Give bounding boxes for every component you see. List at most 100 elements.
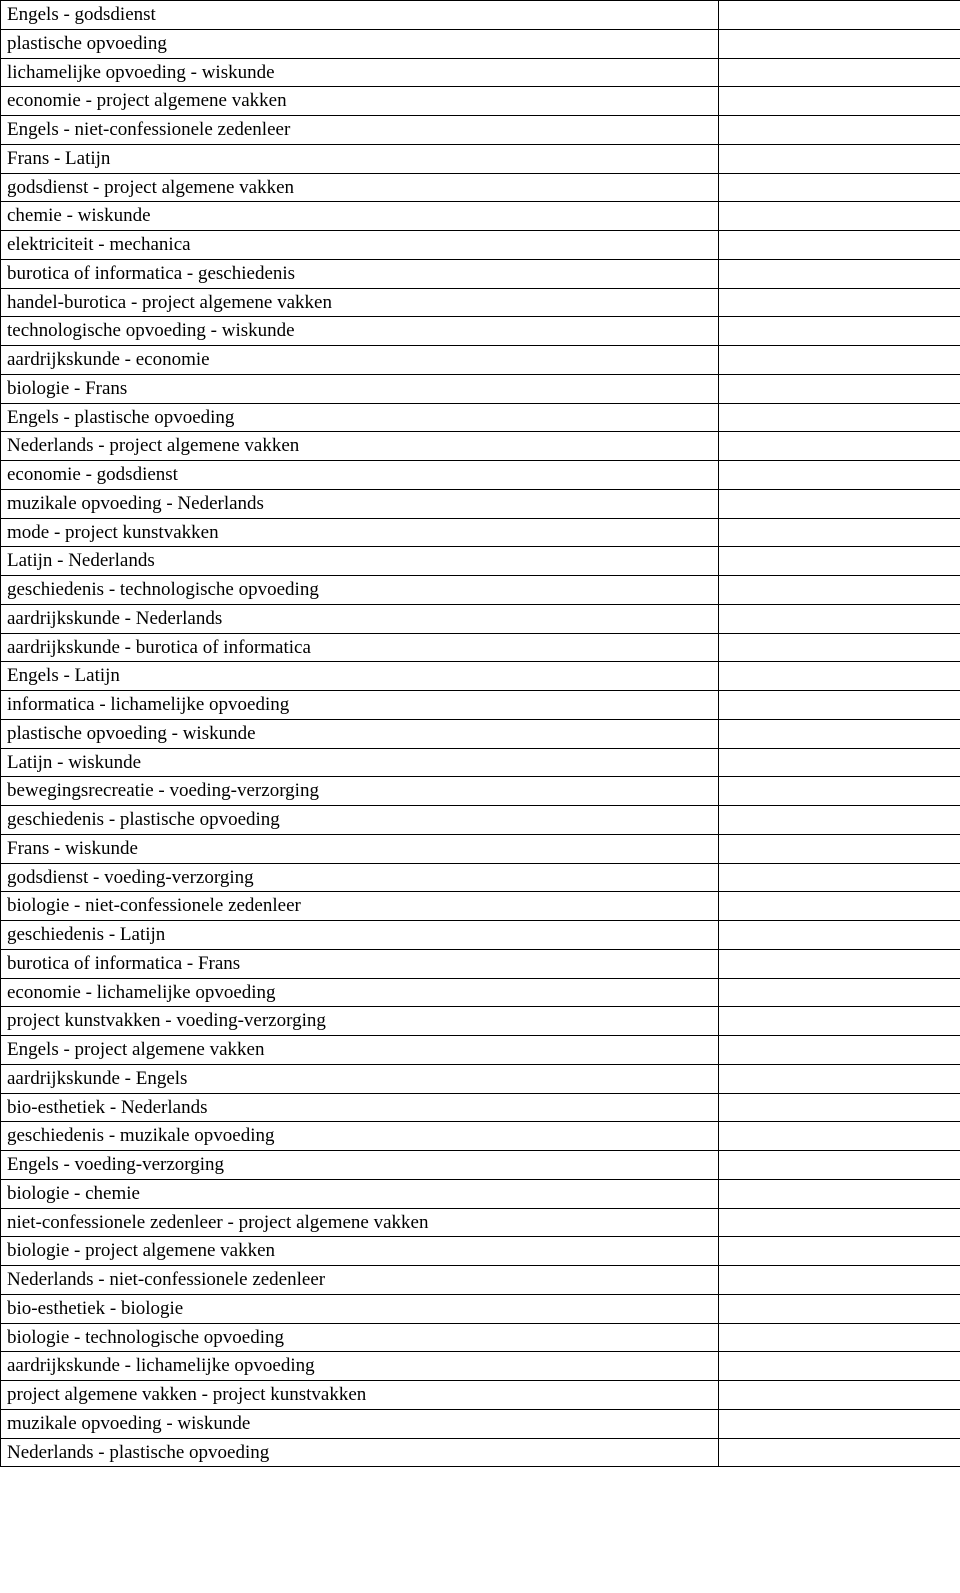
table-row: economie - project algemene vakken9 <box>1 87 960 116</box>
row-value: 4 <box>719 1294 960 1323</box>
table-row: godsdienst - project algemene vakken9 <box>1 173 960 202</box>
row-value: 8 <box>719 288 960 317</box>
row-value: 5 <box>719 1093 960 1122</box>
table-row: Frans - Latijn9 <box>1 144 960 173</box>
row-value: 4 <box>719 1438 960 1467</box>
row-label: Engels - Latijn <box>1 662 719 691</box>
table-row: Latijn - wiskunde6 <box>1 748 960 777</box>
row-value: 9 <box>719 144 960 173</box>
row-value: 9 <box>719 173 960 202</box>
table-row: aardrijkskunde - Engels5 <box>1 1064 960 1093</box>
row-label: elektriciteit - mechanica <box>1 231 719 260</box>
table-row: economie - lichamelijke opvoeding5 <box>1 978 960 1007</box>
row-value: 5 <box>719 892 960 921</box>
row-label: informatica - lichamelijke opvoeding <box>1 691 719 720</box>
table-row: plastische opvoeding10 <box>1 29 960 58</box>
table-row: Nederlands - plastische opvoeding4 <box>1 1438 960 1467</box>
table-row: biologie - niet-confessionele zedenleer5 <box>1 892 960 921</box>
table-row: Nederlands - project algemene vakken7 <box>1 432 960 461</box>
table-row: geschiedenis - muzikale opvoeding4 <box>1 1122 960 1151</box>
row-label: Latijn - wiskunde <box>1 748 719 777</box>
table-row: mode - project kunstvakken7 <box>1 518 960 547</box>
row-value: 5 <box>719 921 960 950</box>
row-label: Engels - niet-confessionele zedenleer <box>1 116 719 145</box>
table-row: economie - godsdienst7 <box>1 461 960 490</box>
table-row: biologie - technologische opvoeding4 <box>1 1323 960 1352</box>
row-value: 4 <box>719 1266 960 1295</box>
table-row: Engels - project algemene vakken5 <box>1 1036 960 1065</box>
table-row: bewegingsrecreatie - voeding-verzorging5 <box>1 777 960 806</box>
row-value: 6 <box>719 719 960 748</box>
row-value: 9 <box>719 116 960 145</box>
row-value: 7 <box>719 432 960 461</box>
row-label: biologie - technologische opvoeding <box>1 1323 719 1352</box>
row-label: aardrijkskunde - lichamelijke opvoeding <box>1 1352 719 1381</box>
row-label: biologie - Frans <box>1 374 719 403</box>
row-label: bio-esthetiek - biologie <box>1 1294 719 1323</box>
table-row: Nederlands - niet-confessionele zedenlee… <box>1 1266 960 1295</box>
row-label: Engels - voeding-verzorging <box>1 1151 719 1180</box>
row-value: 4 <box>719 1323 960 1352</box>
row-value: 8 <box>719 231 960 260</box>
row-value: 4 <box>719 1122 960 1151</box>
row-label: Nederlands - project algemene vakken <box>1 432 719 461</box>
row-label: burotica of informatica - Frans <box>1 949 719 978</box>
row-label: geschiedenis - plastische opvoeding <box>1 806 719 835</box>
table-row: biologie - chemie4 <box>1 1179 960 1208</box>
table-row: bio-esthetiek - Nederlands5 <box>1 1093 960 1122</box>
table-row: project algemene vakken - project kunstv… <box>1 1381 960 1410</box>
row-value: 7 <box>719 374 960 403</box>
table-row: Engels - godsdienst10 <box>1 1 960 30</box>
row-label: niet-confessionele zedenleer - project a… <box>1 1208 719 1237</box>
table-row: geschiedenis - Latijn5 <box>1 921 960 950</box>
table-row: aardrijkskunde - economie7 <box>1 346 960 375</box>
table-row: aardrijkskunde - burotica of informatica… <box>1 633 960 662</box>
row-value: 5 <box>719 978 960 1007</box>
row-label: handel-burotica - project algemene vakke… <box>1 288 719 317</box>
table-row: bio-esthetiek - biologie4 <box>1 1294 960 1323</box>
table-row: Engels - Latijn6 <box>1 662 960 691</box>
row-value: 4 <box>719 1352 960 1381</box>
row-label: aardrijkskunde - Nederlands <box>1 604 719 633</box>
row-label: project kunstvakken - voeding-verzorging <box>1 1007 719 1036</box>
row-label: biologie - chemie <box>1 1179 719 1208</box>
row-label: aardrijkskunde - Engels <box>1 1064 719 1093</box>
row-value: 6 <box>719 547 960 576</box>
table-row: informatica - lichamelijke opvoeding6 <box>1 691 960 720</box>
row-value: 5 <box>719 1064 960 1093</box>
table-row: muzikale opvoeding - Nederlands7 <box>1 489 960 518</box>
table-row: burotica of informatica - geschiedenis8 <box>1 259 960 288</box>
row-label: mode - project kunstvakken <box>1 518 719 547</box>
row-value: 6 <box>719 662 960 691</box>
table-row: godsdienst - voeding-verzorging5 <box>1 863 960 892</box>
row-label: godsdienst - voeding-verzorging <box>1 863 719 892</box>
table-row: geschiedenis - plastische opvoeding5 <box>1 806 960 835</box>
data-table: Engels - godsdienst10plastische opvoedin… <box>0 0 960 1467</box>
table-row: Engels - plastische opvoeding7 <box>1 403 960 432</box>
row-label: lichamelijke opvoeding - wiskunde <box>1 58 719 87</box>
row-label: Frans - wiskunde <box>1 834 719 863</box>
row-value: 4 <box>719 1179 960 1208</box>
row-label: bio-esthetiek - Nederlands <box>1 1093 719 1122</box>
row-value: 4 <box>719 1237 960 1266</box>
row-label: plastische opvoeding <box>1 29 719 58</box>
row-value: 4 <box>719 1151 960 1180</box>
row-label: geschiedenis - technologische opvoeding <box>1 576 719 605</box>
row-label: muzikale opvoeding - Nederlands <box>1 489 719 518</box>
row-value: 6 <box>719 576 960 605</box>
table-row: Engels - niet-confessionele zedenleer9 <box>1 116 960 145</box>
row-label: Engels - plastische opvoeding <box>1 403 719 432</box>
table-row: niet-confessionele zedenleer - project a… <box>1 1208 960 1237</box>
row-value: 4 <box>719 1381 960 1410</box>
table-row: handel-burotica - project algemene vakke… <box>1 288 960 317</box>
row-label: economie - godsdienst <box>1 461 719 490</box>
row-value: 8 <box>719 317 960 346</box>
row-label: Latijn - Nederlands <box>1 547 719 576</box>
row-value: 5 <box>719 806 960 835</box>
row-label: biologie - niet-confessionele zedenleer <box>1 892 719 921</box>
row-value: 5 <box>719 834 960 863</box>
row-value: 6 <box>719 633 960 662</box>
row-value: 6 <box>719 691 960 720</box>
row-value: 10 <box>719 58 960 87</box>
table-row: geschiedenis - technologische opvoeding6 <box>1 576 960 605</box>
